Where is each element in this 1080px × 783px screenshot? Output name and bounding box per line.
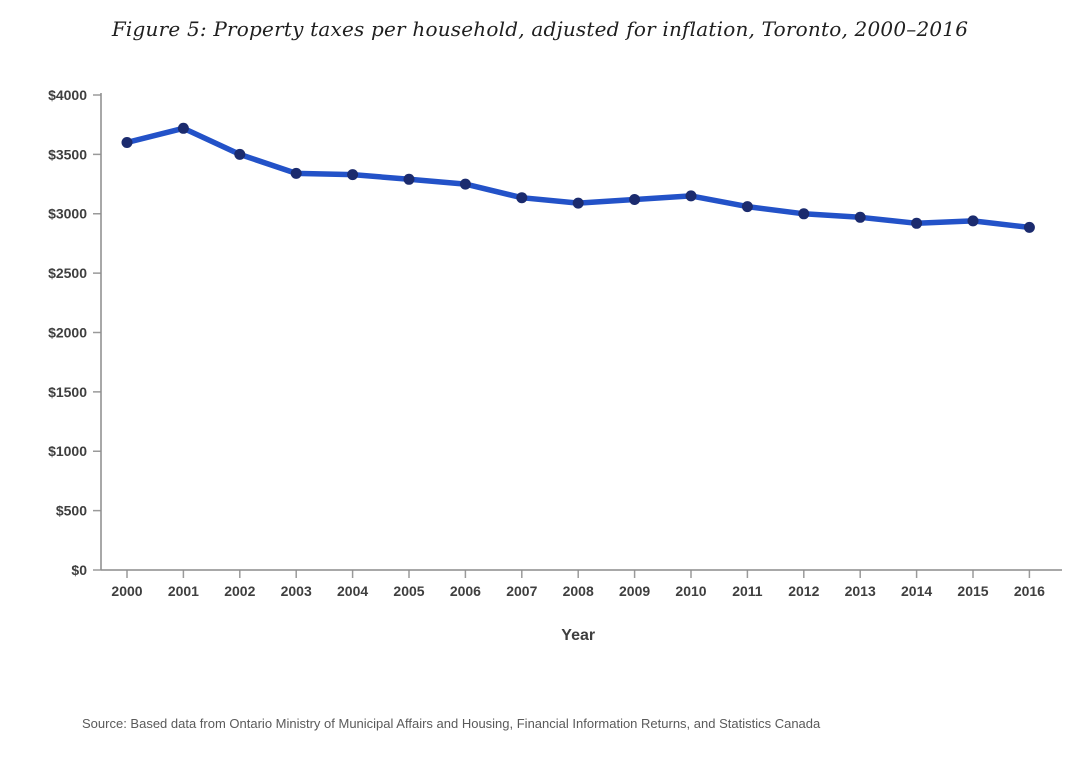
x-axis-tick-label: 2011 — [732, 583, 763, 599]
source-note: Source: Based data from Ontario Ministry… — [82, 716, 821, 731]
x-axis-tick-label: 2016 — [1014, 583, 1045, 599]
y-axis-tick-label: $4000 — [48, 87, 87, 103]
data-point — [629, 194, 641, 205]
y-axis-tick-label: $2000 — [48, 324, 87, 340]
data-point — [347, 169, 359, 181]
y-axis-tick-label: $3500 — [48, 146, 87, 162]
x-axis-tick-label: 2007 — [506, 583, 537, 599]
line-chart: $0 $500 $1000 $1500 $2000 $2500 $3000 $3500 $400… — [48, 87, 1062, 644]
x-axis-tick-label: 2004 — [337, 583, 368, 599]
data-point — [967, 215, 979, 227]
data-point — [403, 173, 415, 185]
x-axis-tick-label: 2008 — [563, 583, 594, 599]
y-axis-tick-label: $3000 — [48, 206, 87, 222]
y-axis-tick-label: $500 — [56, 503, 87, 519]
data-point — [685, 190, 697, 202]
x-axis-title: Year — [561, 627, 595, 644]
data-point — [854, 211, 866, 223]
y-axis-tick-label: $2500 — [48, 265, 87, 281]
data-point — [290, 167, 302, 179]
data-point — [1023, 221, 1035, 233]
y-axis-tick-label: $1000 — [48, 443, 87, 459]
data-point — [459, 178, 471, 190]
x-axis-tick-label: 2003 — [281, 583, 312, 599]
data-point — [516, 192, 528, 204]
x-axis-tick-label: 2005 — [393, 583, 424, 599]
data-point — [234, 148, 246, 160]
data-point — [911, 217, 923, 229]
data-point — [121, 137, 133, 148]
data-point — [572, 197, 584, 209]
x-axis-tick-label: 2015 — [957, 583, 988, 599]
x-axis-tick-label: 2009 — [619, 583, 650, 599]
y-axis-tick-label: $1500 — [48, 384, 87, 400]
data-point — [177, 122, 189, 134]
x-axis-tick-label: 2006 — [450, 583, 481, 599]
data-line — [124, 125, 1033, 231]
x-axis-tick-label: 2002 — [224, 583, 255, 599]
x-axis-tick-label: 2001 — [168, 583, 199, 599]
data-point — [741, 201, 753, 213]
x-axis-tick-label: 2012 — [788, 583, 819, 599]
figure-title: Figure 5: Property taxes per household, … — [111, 17, 969, 41]
x-axis-tick-label: 2013 — [845, 583, 876, 599]
x-axis-tick-label: 2000 — [111, 583, 142, 599]
y-axis-tick-label: $0 — [71, 562, 87, 578]
x-axis-tick-label: 2010 — [675, 583, 706, 599]
data-point — [798, 208, 810, 220]
x-axis-tick-label: 2014 — [901, 583, 932, 599]
